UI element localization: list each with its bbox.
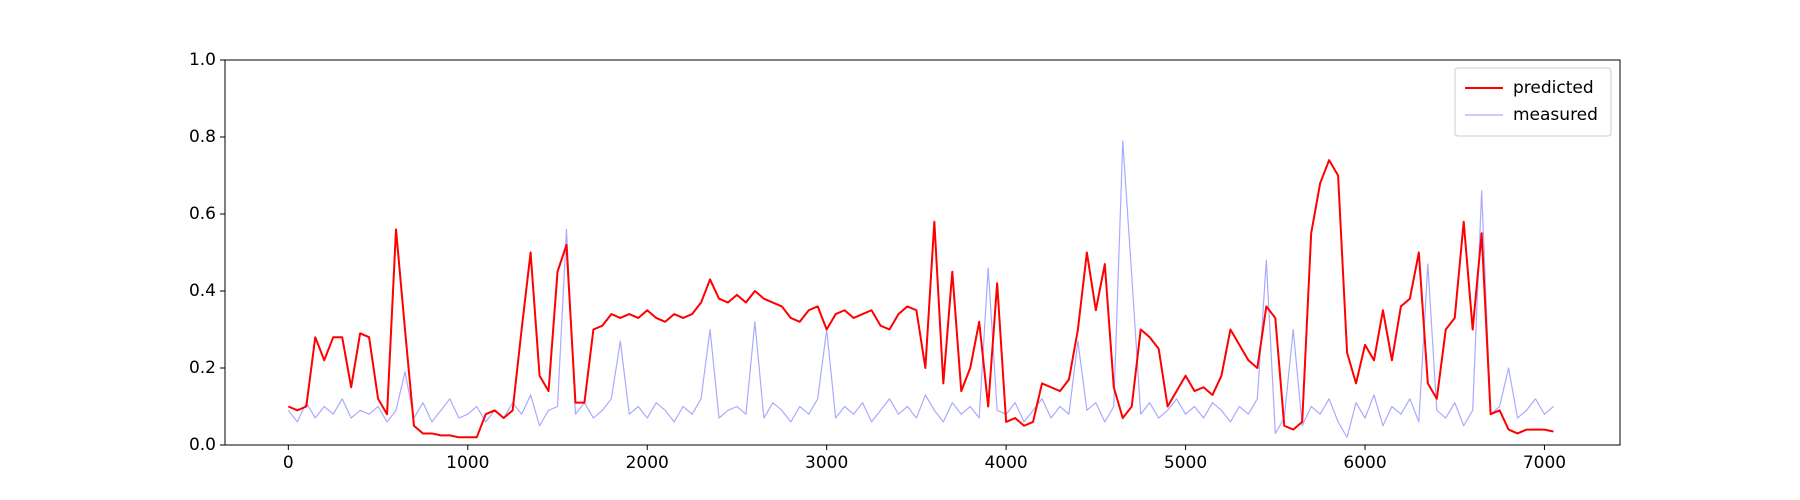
y-tick-label: 0.6 — [189, 204, 216, 224]
y-tick-label: 0.8 — [189, 127, 216, 147]
y-tick-label: 1.0 — [189, 50, 216, 70]
x-tick-label: 6000 — [1343, 453, 1386, 473]
x-tick-label: 7000 — [1523, 453, 1566, 473]
x-tick-label: 0 — [283, 453, 294, 473]
x-tick-label: 2000 — [626, 453, 669, 473]
axes-frame — [224, 59, 1621, 446]
y-tick-label: 0.0 — [189, 435, 216, 455]
y-tick-label: 0.2 — [189, 358, 216, 378]
series-line — [287, 140, 1554, 438]
x-tick-label: 3000 — [805, 453, 848, 473]
x-tick-label: 4000 — [984, 453, 1027, 473]
x-tick-label: 1000 — [446, 453, 489, 473]
series-line — [287, 159, 1554, 439]
legend-label: predicted — [1513, 78, 1594, 98]
y-tick-label: 0.4 — [189, 281, 216, 301]
legend-box — [1454, 67, 1612, 137]
x-tick-label: 5000 — [1164, 453, 1207, 473]
legend-label: measured — [1513, 105, 1598, 125]
